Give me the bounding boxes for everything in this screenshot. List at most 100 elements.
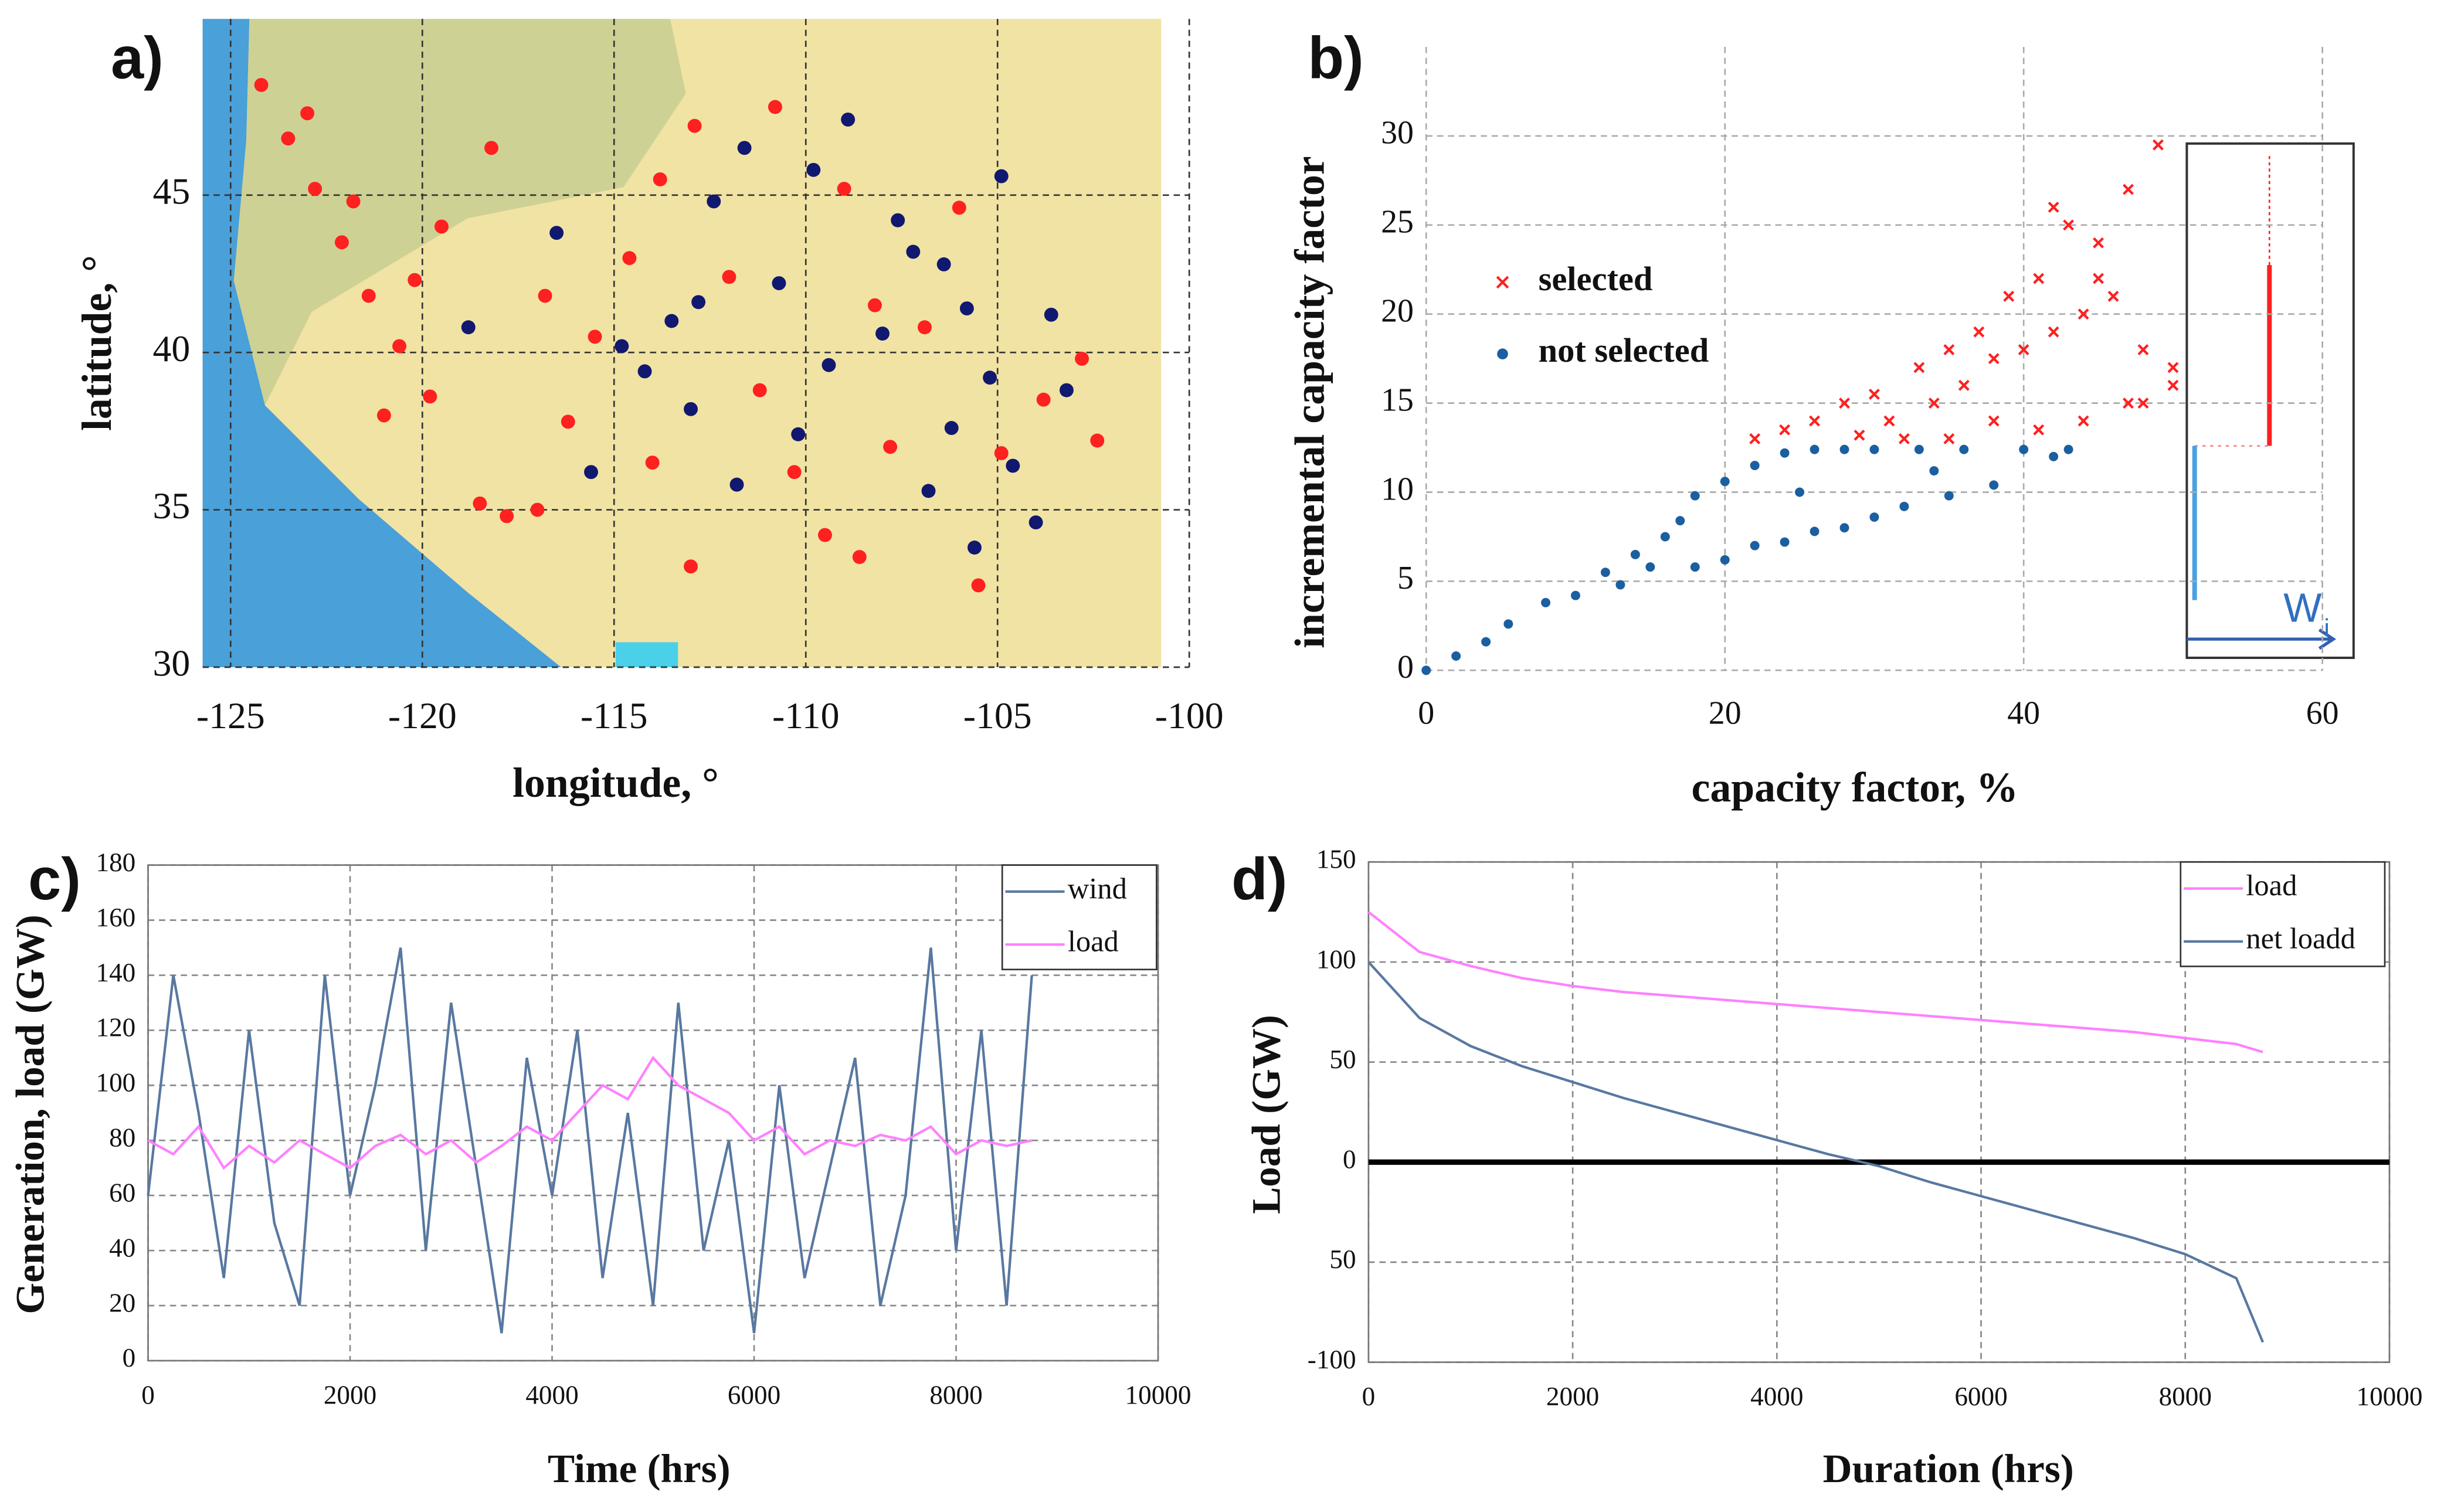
y-tick-label: 0	[1397, 649, 1414, 685]
panel-label: a)	[111, 25, 164, 91]
series-line	[1367, 910, 2263, 1054]
point	[1779, 424, 1791, 436]
point	[423, 389, 437, 404]
point	[1036, 392, 1051, 407]
series-line	[147, 1055, 1033, 1170]
point	[473, 496, 487, 511]
x-tick-label: -115	[581, 695, 648, 736]
point	[994, 446, 1009, 460]
panel-label: b)	[1308, 25, 1363, 91]
point	[944, 421, 959, 435]
point	[1720, 555, 1730, 565]
x-tick-label: 8000	[2159, 1382, 2212, 1411]
point	[1943, 433, 1955, 444]
point	[1944, 491, 1954, 501]
point	[1690, 562, 1700, 572]
inset-label-sub: i	[2324, 614, 2329, 642]
point	[461, 320, 476, 335]
point	[1959, 444, 1969, 454]
y-tick-label: 25	[1381, 204, 1414, 240]
point	[1780, 448, 1790, 458]
point	[1006, 458, 1020, 473]
x-tick-label: 0	[1362, 1382, 1376, 1411]
point	[664, 314, 679, 328]
x-tick-label: -110	[772, 695, 840, 736]
x-tick-label: -105	[963, 695, 1032, 736]
point	[691, 295, 706, 310]
legend-label: load	[1068, 925, 1119, 958]
point	[1898, 433, 1910, 444]
legend-label: selected	[1539, 260, 1653, 298]
point	[936, 257, 951, 271]
point	[1989, 480, 1999, 490]
point	[1660, 532, 1670, 542]
x-tick-label: 2000	[1546, 1382, 1599, 1411]
point	[376, 408, 391, 423]
point	[1899, 501, 1909, 511]
point	[1839, 444, 1849, 454]
y-tick-label: 100	[96, 1068, 135, 1098]
x-tick-label: 2000	[324, 1381, 376, 1410]
y-axis-title: Generation, load (GW)	[7, 915, 52, 1314]
point	[637, 364, 652, 379]
point	[1988, 415, 2000, 427]
point	[1869, 444, 1879, 454]
point	[684, 402, 698, 416]
point	[645, 456, 660, 470]
legend-label: wind	[1068, 872, 1127, 905]
point	[2018, 344, 2029, 355]
point	[883, 440, 898, 454]
point	[752, 383, 767, 397]
point	[1028, 515, 1043, 530]
y-tick-label: 45	[153, 170, 191, 212]
point	[971, 578, 986, 593]
series-line	[1367, 961, 2265, 1343]
point	[806, 162, 821, 177]
plot-frame	[147, 864, 1159, 1362]
x-axis-title: longitude, °	[512, 759, 719, 806]
point	[1854, 429, 1865, 441]
point	[1868, 388, 1880, 400]
point	[2033, 424, 2045, 436]
x-tick-label: 4000	[1750, 1382, 1803, 1411]
y-tick-label: 60	[109, 1178, 135, 1207]
point	[549, 226, 564, 240]
point	[959, 301, 974, 316]
y-tick-label: 20	[109, 1288, 135, 1317]
x-tick-label: 6000	[728, 1381, 780, 1410]
point	[622, 251, 637, 266]
point	[737, 141, 752, 155]
y-tick-label: -100	[1308, 1345, 1356, 1374]
legend-marker	[1497, 348, 1508, 359]
x-axis-title: Time (hrs)	[548, 1446, 731, 1491]
y-tick-label: 80	[109, 1123, 135, 1153]
point	[530, 502, 545, 517]
point	[722, 270, 736, 284]
point	[822, 358, 836, 372]
point	[787, 465, 802, 480]
point	[1645, 562, 1655, 572]
point	[2003, 290, 2015, 302]
point	[837, 182, 851, 196]
y-axis-title: latitude, °	[73, 255, 120, 431]
point	[615, 339, 629, 354]
point	[1750, 541, 1760, 551]
point	[2063, 444, 2073, 454]
point	[1929, 466, 1939, 476]
point	[561, 414, 575, 429]
map-background	[202, 19, 1162, 667]
y-tick-label: 30	[1381, 115, 1414, 151]
point	[484, 141, 498, 155]
point	[1750, 460, 1760, 470]
point	[1503, 619, 1513, 629]
point	[2167, 362, 2179, 373]
y-axis-title: incremental capacity factor	[1286, 156, 1333, 648]
point	[538, 288, 552, 303]
point	[1059, 383, 1074, 397]
point	[653, 172, 667, 186]
x-tick-label: 4000	[525, 1381, 578, 1410]
point	[2137, 344, 2149, 355]
point	[952, 201, 966, 215]
y-tick-label: 120	[96, 1013, 135, 1042]
point	[1839, 397, 1850, 409]
